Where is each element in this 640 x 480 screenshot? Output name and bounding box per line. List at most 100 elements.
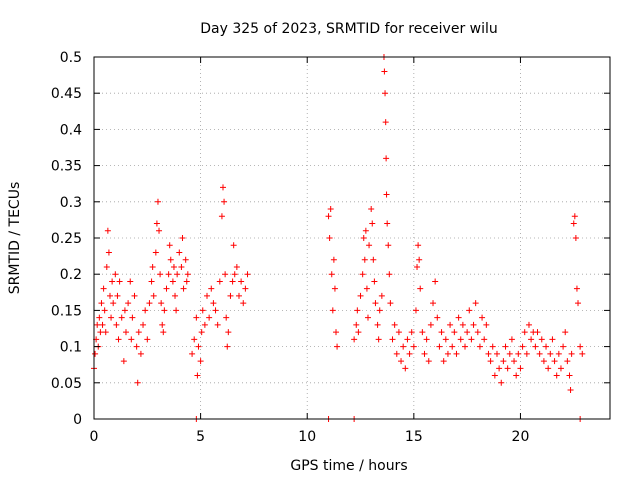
- data-point-marker: [115, 336, 122, 343]
- data-point-marker: [368, 206, 375, 213]
- data-point-marker: [158, 300, 165, 307]
- data-point-marker: [152, 249, 159, 256]
- data-point-marker: [493, 350, 500, 357]
- data-point-marker: [534, 329, 541, 336]
- data-point-marker: [500, 358, 507, 365]
- data-point-marker: [122, 329, 129, 336]
- data-point-marker: [442, 336, 449, 343]
- data-point-marker: [142, 307, 149, 314]
- data-point-marker: [515, 350, 522, 357]
- data-point-marker: [536, 350, 543, 357]
- data-point-marker: [398, 358, 405, 365]
- data-point-marker: [129, 314, 136, 321]
- data-point-marker: [459, 321, 466, 328]
- data-point-marker: [359, 271, 366, 278]
- data-point-marker: [361, 256, 368, 263]
- data-point-marker: [545, 365, 552, 372]
- data-point-marker: [560, 343, 567, 350]
- data-point-marker: [113, 321, 120, 328]
- data-point-marker: [174, 271, 181, 278]
- data-point-marker: [375, 336, 382, 343]
- data-point-marker: [97, 329, 104, 336]
- data-point-marker: [100, 285, 107, 292]
- data-point-marker: [218, 213, 225, 220]
- data-point-marker: [333, 329, 340, 336]
- data-point-marker: [483, 321, 490, 328]
- data-point-marker: [491, 372, 498, 379]
- data-point-marker: [101, 307, 108, 314]
- data-point-marker: [140, 321, 147, 328]
- data-point-marker: [366, 242, 373, 249]
- data-point-marker: [351, 336, 358, 343]
- data-point-marker: [104, 227, 111, 234]
- data-point-marker: [191, 336, 198, 343]
- data-point-marker: [374, 321, 381, 328]
- data-point-marker: [528, 336, 535, 343]
- data-point-marker: [523, 350, 530, 357]
- data-point-marker: [149, 263, 156, 270]
- data-point-marker: [376, 307, 383, 314]
- data-point-marker: [159, 321, 166, 328]
- data-point-marker: [225, 329, 232, 336]
- data-point-marker: [487, 358, 494, 365]
- data-point-marker: [440, 358, 447, 365]
- data-point-marker: [575, 300, 582, 307]
- data-point-marker: [233, 263, 240, 270]
- data-point-marker: [204, 292, 211, 299]
- data-point-marker: [244, 271, 251, 278]
- data-point-marker: [227, 292, 234, 299]
- data-point-marker: [176, 249, 183, 256]
- y-tick-label: 0.15: [51, 303, 82, 319]
- data-point-marker: [410, 343, 417, 350]
- grid-lines: [94, 57, 610, 419]
- data-point-marker: [328, 271, 335, 278]
- data-point-marker: [517, 365, 524, 372]
- data-point-marker: [468, 336, 475, 343]
- data-point-marker: [579, 350, 586, 357]
- data-point-marker: [382, 119, 389, 126]
- data-point-marker: [326, 235, 333, 241]
- data-point-marker: [193, 314, 200, 321]
- data-point-marker: [150, 292, 157, 299]
- data-point-marker: [447, 321, 454, 328]
- data-point-marker: [363, 285, 370, 292]
- data-point-marker: [406, 350, 413, 357]
- data-point-marker: [479, 314, 486, 321]
- data-point-marker: [434, 314, 441, 321]
- data-point-marker: [371, 278, 378, 285]
- data-point-marker: [103, 263, 110, 270]
- data-point-marker: [383, 191, 390, 198]
- data-point-marker: [161, 307, 168, 314]
- data-point-marker: [557, 365, 564, 372]
- data-point-marker: [485, 350, 492, 357]
- data-point-marker: [389, 336, 396, 343]
- data-point-marker: [489, 343, 496, 350]
- data-point-marker: [165, 271, 172, 278]
- data-point-marker: [167, 256, 174, 263]
- data-point-marker: [183, 278, 190, 285]
- x-tick-label: 10: [298, 429, 316, 445]
- data-point-marker: [419, 329, 426, 336]
- data-point-marker: [118, 314, 125, 321]
- data-point-marker: [146, 300, 153, 307]
- data-point-marker: [112, 271, 119, 278]
- data-point-marker: [325, 213, 332, 220]
- data-point-marker: [195, 343, 202, 350]
- data-point-marker: [231, 271, 238, 278]
- data-point-marker: [166, 242, 173, 249]
- data-point-marker: [562, 329, 569, 336]
- data-point-marker: [470, 321, 477, 328]
- data-point-marker: [577, 343, 584, 350]
- x-tick-label: 0: [90, 429, 99, 445]
- data-point-marker: [427, 321, 434, 328]
- data-point-marker: [547, 350, 554, 357]
- data-point-marker: [381, 68, 388, 75]
- data-point-marker: [242, 285, 249, 292]
- data-point-marker: [133, 343, 140, 350]
- data-point-marker: [108, 314, 115, 321]
- data-point-marker: [156, 227, 163, 234]
- data-point-marker: [481, 336, 488, 343]
- data-point-marker: [472, 300, 479, 307]
- data-point-marker: [223, 314, 230, 321]
